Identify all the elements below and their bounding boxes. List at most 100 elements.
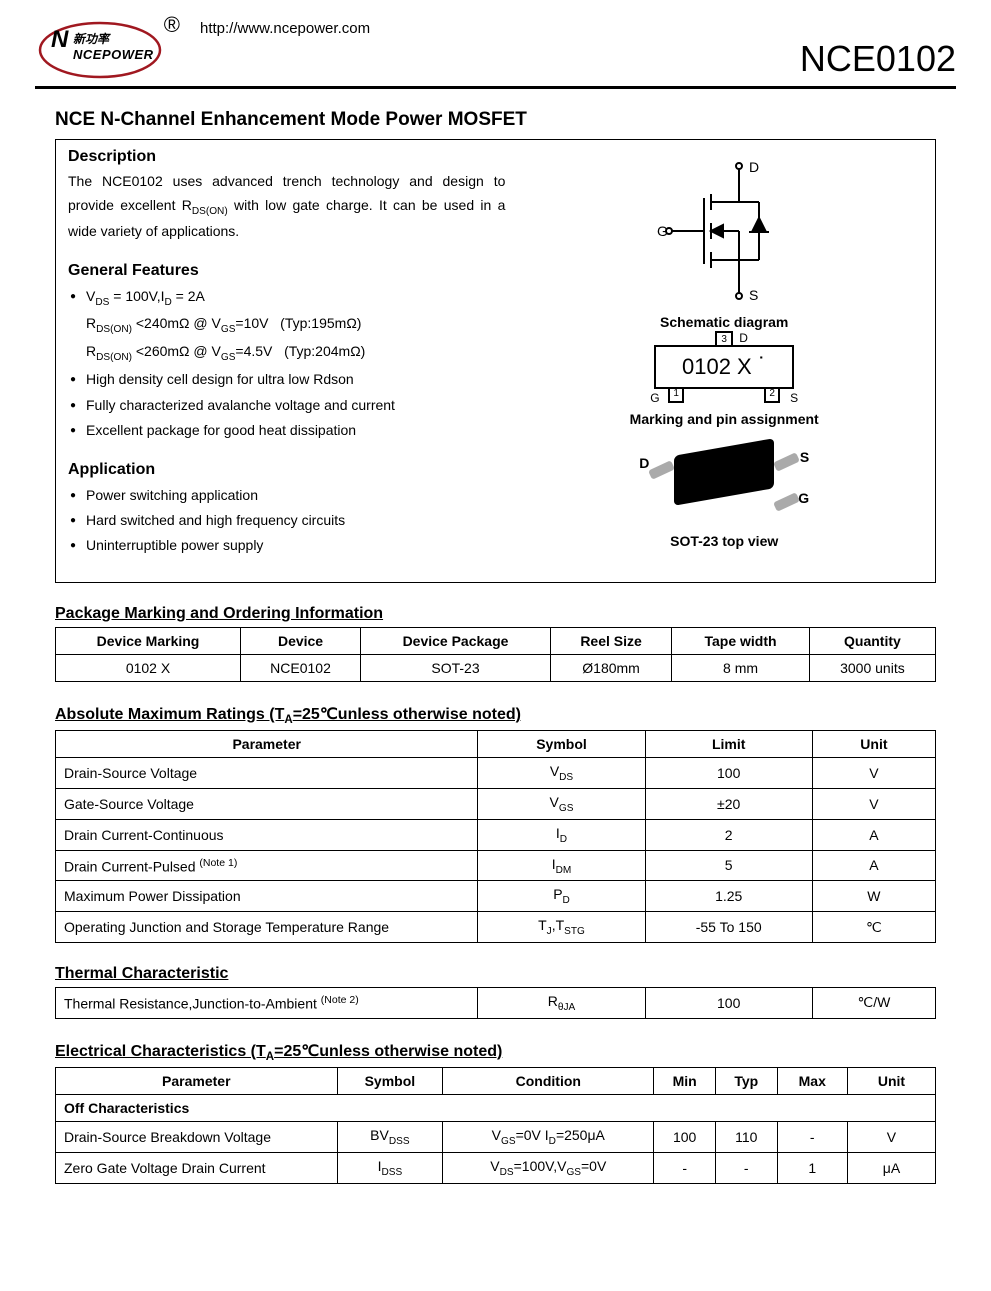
table-header: Unit	[847, 1067, 935, 1094]
trademark-icon: ®	[164, 12, 180, 38]
elec-subheading: Off Characteristics	[56, 1094, 936, 1121]
table-header: Condition	[443, 1067, 654, 1094]
table-row: Thermal Resistance,Junction-to-Ambient (…	[56, 987, 936, 1018]
table-cell: VDS=100V,VGS=0V	[443, 1152, 654, 1183]
table-cell: V	[812, 788, 935, 819]
table-cell: NCE0102	[241, 655, 361, 682]
pkg-label-d: D	[739, 331, 748, 345]
table-row: Operating Junction and Storage Temperatu…	[56, 912, 936, 943]
table-row: Maximum Power DissipationPD1.25W	[56, 881, 936, 912]
table-header: Tape width	[672, 628, 810, 655]
table-header: Parameter	[56, 731, 478, 758]
table-row: Drain-Source VoltageVDS100V	[56, 758, 936, 789]
table-cell: 3000 units	[809, 655, 935, 682]
application-item: Power switching application	[70, 483, 505, 508]
marking-label: Marking and pin assignment	[525, 411, 923, 427]
pkg-pin3: 3	[715, 331, 733, 347]
application-list: Power switching applicationHard switched…	[68, 483, 505, 559]
table-header: Limit	[645, 731, 812, 758]
sot23-pin-s-icon	[773, 452, 800, 472]
table-cell: ID	[478, 819, 645, 850]
mosfet-schematic-icon: D S G	[649, 158, 799, 308]
pkg-label-s: S	[790, 391, 798, 405]
table-cell: 100	[645, 987, 812, 1018]
sot23-label-g: G	[798, 490, 809, 506]
table-header: Typ	[715, 1067, 777, 1094]
table-row: Drain Current-ContinuousID2A	[56, 819, 936, 850]
sot23-label: SOT-23 top view	[525, 533, 923, 549]
table-cell: 110	[715, 1121, 777, 1152]
logo-ellipse: N 新功率 NCEPOWER ®	[35, 20, 165, 80]
table-header: Reel Size	[550, 628, 671, 655]
table-cell: 100	[645, 758, 812, 789]
elec-table: ParameterSymbolConditionMinTypMaxUnit Of…	[55, 1067, 936, 1184]
table-cell: SOT-23	[361, 655, 551, 682]
table-cell: ℃	[812, 912, 935, 943]
application-item: Uninterruptible power supply	[70, 533, 505, 558]
intro-box: Description The NCE0102 uses advanced tr…	[55, 139, 936, 583]
table-row: Drain Current-Pulsed (Note 1)IDM5A	[56, 850, 936, 881]
table-header: Quantity	[809, 628, 935, 655]
table-header: Device	[241, 628, 361, 655]
table-cell: VDS	[478, 758, 645, 789]
table-header: Unit	[812, 731, 935, 758]
table-cell: μA	[847, 1152, 935, 1183]
table-header: Parameter	[56, 1067, 338, 1094]
svg-text:G: G	[657, 223, 668, 239]
table-cell: VGS	[478, 788, 645, 819]
svg-text:S: S	[749, 287, 758, 303]
table-cell: 2	[645, 819, 812, 850]
table-row: Zero Gate Voltage Drain CurrentIDSSVDS=1…	[56, 1152, 936, 1183]
application-item: Hard switched and high frequency circuit…	[70, 508, 505, 533]
abs-table-title: Absolute Maximum Ratings (TA=25℃unless o…	[55, 704, 936, 726]
pkg-table-title: Package Marking and Ordering Information	[55, 605, 936, 623]
elec-table-title: Electrical Characteristics (TA=25℃unless…	[55, 1041, 936, 1063]
table-cell: -	[715, 1152, 777, 1183]
table-cell: 100	[654, 1121, 716, 1152]
table-cell: IDSS	[337, 1152, 443, 1183]
sot23-body-icon	[674, 438, 774, 506]
table-cell: Operating Junction and Storage Temperatu…	[56, 912, 478, 943]
table-cell: Maximum Power Dissipation	[56, 881, 478, 912]
sot23-pin-d-icon	[648, 460, 675, 480]
table-cell: VGS=0V ID=250μA	[443, 1121, 654, 1152]
thermal-table: Thermal Resistance,Junction-to-Ambient (…	[55, 987, 936, 1019]
table-cell: A	[812, 819, 935, 850]
schematic-diagram: D S G	[525, 158, 923, 308]
table-row: Drain-Source Breakdown VoltageBVDSSVGS=0…	[56, 1121, 936, 1152]
sot23-label-d: D	[639, 455, 649, 471]
logo-block: N 新功率 NCEPOWER ® http://www.ncepower.com	[35, 20, 370, 80]
table-cell: Thermal Resistance,Junction-to-Ambient (…	[56, 987, 478, 1018]
feature-item: RDS(ON) <240mΩ @ VGS=10V (Typ:195mΩ)	[70, 311, 505, 339]
sot23-top-view: D S G	[654, 447, 794, 527]
pkg-table: Device MarkingDeviceDevice PackageReel S…	[55, 627, 936, 682]
pkg-marking-text: 0102 X	[682, 354, 752, 379]
features-list: VDS = 100V,ID = 2ARDS(ON) <240mΩ @ VGS=1…	[68, 284, 505, 443]
table-header: Device Marking	[56, 628, 241, 655]
table-cell: V	[812, 758, 935, 789]
page-header: N 新功率 NCEPOWER ® http://www.ncepower.com…	[35, 20, 956, 89]
table-cell: Drain-Source Voltage	[56, 758, 478, 789]
table-cell: Drain-Source Breakdown Voltage	[56, 1121, 338, 1152]
feature-item: High density cell design for ultra low R…	[70, 367, 505, 392]
table-cell: BVDSS	[337, 1121, 443, 1152]
description-text: The NCE0102 uses advanced trench technol…	[68, 170, 505, 244]
table-cell: Drain Current-Pulsed (Note 1)	[56, 850, 478, 881]
logo-cn-text: 新功率	[73, 30, 153, 47]
sot23-pin-g-icon	[773, 492, 800, 512]
description-heading: Description	[68, 148, 505, 166]
schematic-label: Schematic diagram	[525, 314, 923, 330]
sot23-label-s: S	[800, 449, 809, 465]
pkg-pin2: 2	[764, 387, 780, 403]
table-cell: Gate-Source Voltage	[56, 788, 478, 819]
application-heading: Application	[68, 461, 505, 479]
table-cell: Zero Gate Voltage Drain Current	[56, 1152, 338, 1183]
table-header: Symbol	[478, 731, 645, 758]
table-header: Max	[777, 1067, 847, 1094]
table-cell: W	[812, 881, 935, 912]
feature-item: Excellent package for good heat dissipat…	[70, 418, 505, 443]
table-cell: A	[812, 850, 935, 881]
main-title: NCE N-Channel Enhancement Mode Power MOS…	[55, 109, 956, 131]
feature-item: Fully characterized avalanche voltage an…	[70, 393, 505, 418]
svg-text:D: D	[749, 159, 759, 175]
